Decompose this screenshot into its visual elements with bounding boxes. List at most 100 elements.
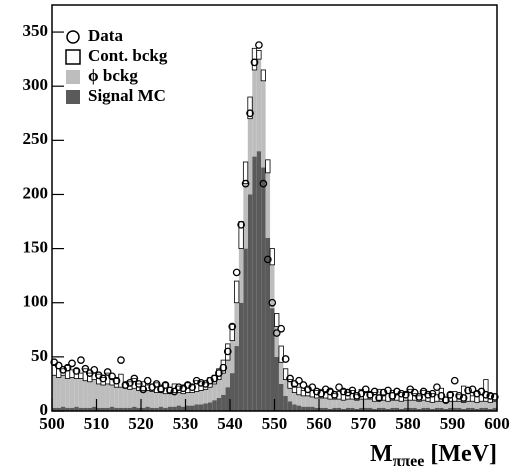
bar <box>465 401 471 408</box>
data-point <box>161 381 170 389</box>
data-point <box>215 369 223 377</box>
bar <box>96 383 101 408</box>
bar <box>185 392 190 406</box>
bar <box>265 159 271 174</box>
data-point <box>375 394 383 402</box>
bar <box>381 400 386 408</box>
data-point <box>112 376 121 385</box>
data-point <box>317 389 326 398</box>
bar <box>412 407 417 411</box>
bar <box>256 151 262 411</box>
bar <box>327 399 333 409</box>
legend-label: Data <box>88 26 123 45</box>
bar <box>141 390 146 408</box>
data-point <box>223 347 232 356</box>
bar <box>483 401 489 408</box>
bar <box>56 407 61 411</box>
x-tick-label: 540 <box>217 414 243 433</box>
bar <box>305 395 311 407</box>
bar <box>278 383 284 411</box>
bar <box>287 388 293 402</box>
bar <box>341 400 346 409</box>
bar <box>87 381 93 408</box>
bar <box>305 406 311 411</box>
bar <box>421 400 426 408</box>
bar <box>434 401 440 408</box>
data-point <box>210 374 219 383</box>
bar <box>372 401 377 409</box>
bar <box>238 221 244 250</box>
bar <box>376 407 382 411</box>
data-point <box>410 388 419 397</box>
bar <box>341 408 346 411</box>
data-point <box>352 391 361 400</box>
bar <box>69 377 75 408</box>
bar <box>198 390 204 405</box>
bar <box>394 400 400 408</box>
bar <box>274 356 279 411</box>
data-point <box>206 376 214 385</box>
data-point <box>197 379 205 387</box>
bar <box>443 408 449 411</box>
bar <box>132 388 137 407</box>
bar <box>189 405 195 411</box>
bar <box>474 408 480 411</box>
data-point <box>68 359 76 368</box>
bar <box>332 399 337 408</box>
bar <box>136 407 141 411</box>
data-point <box>393 387 401 396</box>
bar <box>109 406 115 411</box>
legend-label: Cont. bckg <box>88 46 168 65</box>
bar <box>287 379 293 389</box>
bar <box>221 373 226 395</box>
data-point <box>170 387 179 396</box>
bar <box>323 398 328 408</box>
bar <box>216 368 222 381</box>
bar <box>314 407 319 411</box>
legend-marker <box>66 30 80 44</box>
data-point <box>286 374 294 383</box>
data-point <box>299 381 308 389</box>
bar <box>60 375 66 407</box>
bar <box>96 407 101 411</box>
bar <box>367 407 373 411</box>
bar <box>283 395 288 411</box>
bar <box>118 407 124 411</box>
data-point <box>59 366 67 374</box>
data-point <box>281 355 290 363</box>
bar <box>234 346 239 411</box>
data-point <box>259 179 268 188</box>
bar <box>425 407 431 411</box>
bar <box>92 379 97 407</box>
bar <box>469 395 476 402</box>
bar <box>434 407 440 411</box>
bar <box>163 407 168 411</box>
bar <box>425 401 431 408</box>
bar <box>123 407 128 411</box>
bar <box>247 96 253 120</box>
bar <box>292 404 297 411</box>
data-point <box>437 391 446 400</box>
bar <box>69 407 75 411</box>
data-point <box>246 109 254 118</box>
bar <box>163 393 168 408</box>
bar <box>220 359 226 374</box>
bar <box>363 399 368 408</box>
bar <box>310 406 315 411</box>
x-tick-label: 510 <box>84 414 110 433</box>
bar <box>52 375 57 408</box>
bar <box>461 402 466 409</box>
bar <box>83 380 88 408</box>
bar <box>105 407 110 411</box>
x-tick-label: 580 <box>395 414 421 433</box>
bar <box>234 280 240 304</box>
bar <box>256 59 262 152</box>
data-point <box>459 394 468 402</box>
bar <box>260 69 266 82</box>
bar <box>243 183 248 249</box>
bar <box>270 308 275 411</box>
data-point <box>370 387 379 396</box>
bar <box>118 373 124 388</box>
bar <box>327 408 333 411</box>
data-point <box>174 383 183 392</box>
